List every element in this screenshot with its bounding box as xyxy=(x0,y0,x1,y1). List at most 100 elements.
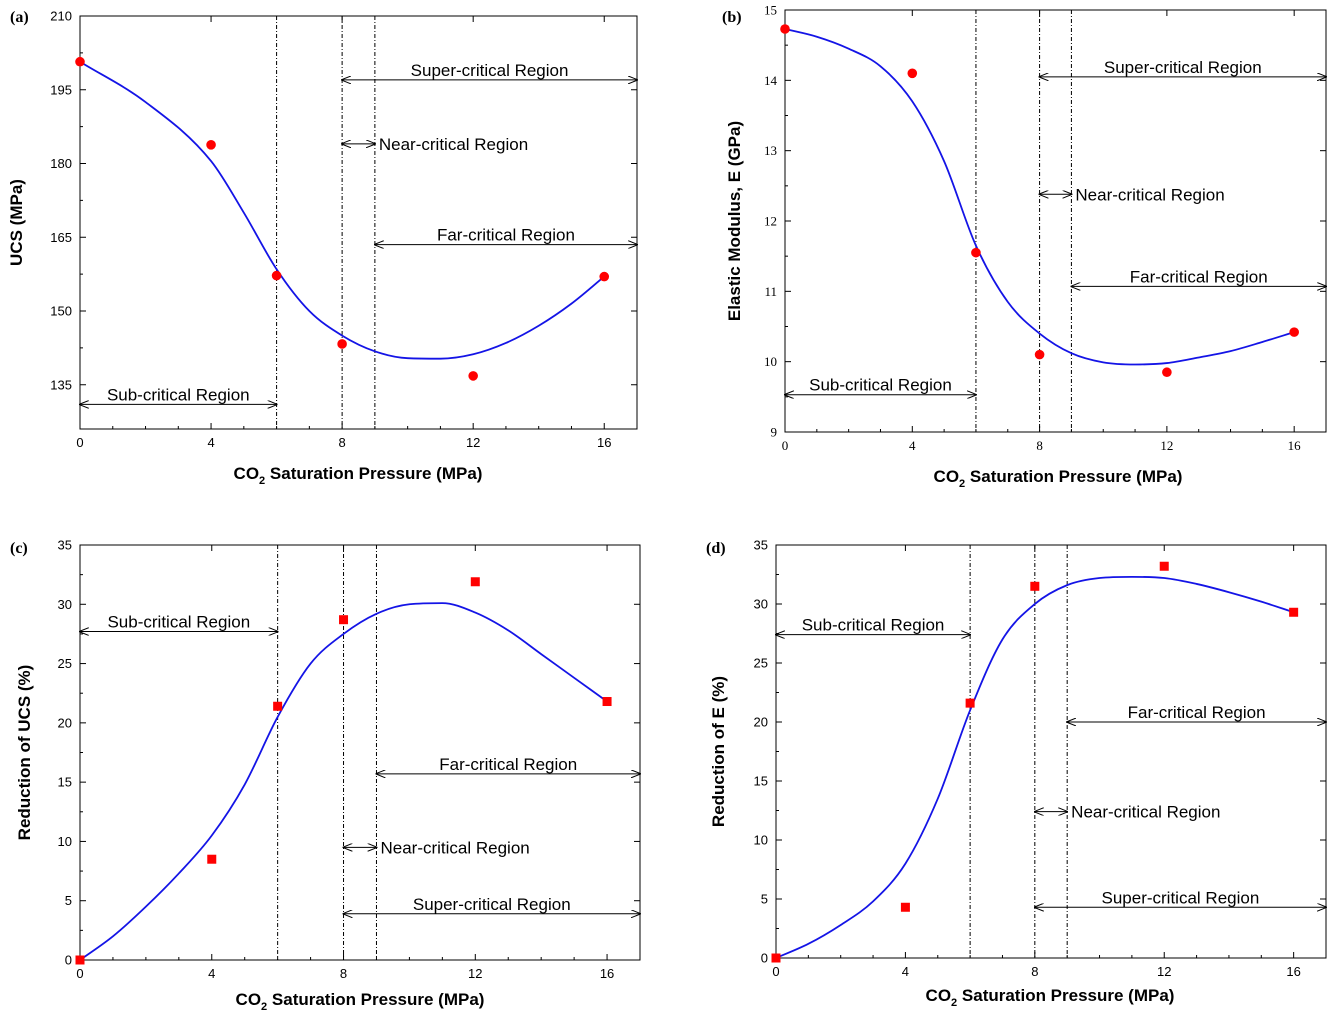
data-point xyxy=(599,271,610,282)
x-tick-label: 4 xyxy=(207,435,214,450)
fit-curve xyxy=(79,602,608,961)
y-tick-label: 5 xyxy=(761,892,768,907)
data-point xyxy=(900,902,910,912)
y-tick-label: 5 xyxy=(65,893,72,908)
x-axis-label: CO2 Saturation Pressure (MPa) xyxy=(934,467,1183,490)
panel-label: (a) xyxy=(10,9,29,26)
panel-a: 0 4 8 12 16 135 150 165 180 195 210 Super-critical … xyxy=(7,9,638,487)
x-tick-label: 8 xyxy=(1036,438,1043,453)
data-point xyxy=(1034,349,1045,360)
x-axis-label: CO2 Saturation Pressure (MPa) xyxy=(234,464,483,487)
data-point xyxy=(965,698,975,708)
y-tick-label: 25 xyxy=(58,656,72,671)
data-point xyxy=(1289,327,1299,337)
y-tick-label: 135 xyxy=(50,377,72,392)
x-axis-label: CO2 Saturation Pressure (MPa) xyxy=(236,990,485,1013)
region-label: Far-critical Region xyxy=(1130,267,1268,286)
y-tick-label: 210 xyxy=(50,9,72,24)
x-axis-label-part: Saturation Pressure (MPa) xyxy=(965,467,1182,486)
y-tick-label: 20 xyxy=(58,715,72,730)
x-axis-label-part: CO xyxy=(934,467,960,486)
panel-b: 0 4 8 12 16 9 10 11 12 13 14 15 Super-critical Regio… xyxy=(722,3,1326,490)
y-tick-label: 165 xyxy=(50,230,72,245)
y-tick-label: 13 xyxy=(764,143,777,158)
region-label: Near-critical Region xyxy=(379,135,528,154)
y-tick-label: 11 xyxy=(764,284,777,299)
y-axis-label: Elastic Modulus, E (GPa) xyxy=(725,121,744,321)
x-axis-label-subscript: 2 xyxy=(259,475,265,487)
x-tick-label: 12 xyxy=(468,966,482,981)
data-point xyxy=(907,68,918,79)
y-tick-label: 35 xyxy=(754,538,768,553)
y-tick-label: 14 xyxy=(764,73,778,88)
region-label: Sub-critical Region xyxy=(107,385,250,404)
y-tick-label: 30 xyxy=(754,597,768,612)
region-label: Sub-critical Region xyxy=(107,613,250,632)
panel-label: (b) xyxy=(722,9,742,26)
panel-label: (d) xyxy=(706,540,726,557)
y-tick-label: 15 xyxy=(754,774,768,789)
fit-curve xyxy=(775,575,1294,959)
data-point xyxy=(1289,607,1299,617)
data-point xyxy=(468,371,478,381)
fit-curve xyxy=(784,28,1295,366)
y-tick-label: 25 xyxy=(754,656,768,671)
data-point xyxy=(1162,367,1172,378)
x-tick-label: 4 xyxy=(208,966,215,981)
x-tick-label: 12 xyxy=(1160,438,1173,453)
x-axis-label-part: CO xyxy=(926,986,952,1005)
y-tick-label: 0 xyxy=(761,951,768,966)
data-point xyxy=(971,247,981,258)
x-tick-label: 8 xyxy=(1031,964,1038,979)
x-tick-label: 16 xyxy=(597,435,611,450)
data-point xyxy=(271,270,282,281)
x-axis-label-subscript: 2 xyxy=(951,997,957,1009)
x-tick-label: 16 xyxy=(1286,964,1300,979)
region-label: Super-critical Region xyxy=(1102,888,1260,907)
x-axis-label-subscript: 2 xyxy=(959,478,965,490)
x-axis-label-subscript: 2 xyxy=(261,1001,267,1013)
plot-frame xyxy=(79,15,638,430)
data-point xyxy=(771,953,781,963)
panel-d: 0 4 8 12 16 0 5 10 15 20 25 30 35 Sub-critical Region… xyxy=(706,538,1326,1009)
y-tick-label: 10 xyxy=(764,354,777,369)
y-tick-label: 35 xyxy=(58,538,72,553)
x-tick-label: 16 xyxy=(600,966,614,981)
data-point xyxy=(1030,581,1040,591)
data-point xyxy=(602,697,612,707)
region-label: Near-critical Region xyxy=(380,838,529,857)
data-point xyxy=(75,56,85,67)
y-axis-label: UCS (MPa) xyxy=(7,179,26,266)
data-point xyxy=(339,615,349,625)
x-tick-label: 8 xyxy=(339,435,346,450)
x-tick-label: 0 xyxy=(76,966,83,981)
region-label: Far-critical Region xyxy=(439,755,577,774)
data-point xyxy=(337,339,347,349)
x-tick-label: 0 xyxy=(772,964,779,979)
x-axis-label: CO2 Saturation Pressure (MPa) xyxy=(926,986,1175,1009)
y-tick-label: 20 xyxy=(754,715,768,730)
y-tick-label: 9 xyxy=(771,425,778,440)
y-tick-label: 15 xyxy=(764,3,777,18)
x-tick-label: 0 xyxy=(76,435,83,450)
data-point xyxy=(470,577,480,587)
region-label: Sub-critical Region xyxy=(809,376,952,395)
data-point xyxy=(75,955,85,965)
x-tick-label: 8 xyxy=(340,966,347,981)
y-tick-label: 10 xyxy=(58,834,72,849)
x-tick-label: 4 xyxy=(902,964,909,979)
y-tick-label: 180 xyxy=(50,156,72,171)
panel-c: 0 4 8 12 16 0 5 10 15 20 25 30 35 Sub-critical Region… xyxy=(10,538,640,1013)
x-tick-label: 0 xyxy=(782,438,789,453)
x-axis-label-part: Saturation Pressure (MPa) xyxy=(265,464,482,483)
x-axis-label-part: Saturation Pressure (MPa) xyxy=(957,986,1174,1005)
x-axis-label-part: Saturation Pressure (MPa) xyxy=(267,990,484,1009)
y-axis-label: Reduction of E (%) xyxy=(709,676,728,827)
y-tick-label: 195 xyxy=(50,82,72,97)
region-label: Super-critical Region xyxy=(413,895,571,914)
panel-label: (c) xyxy=(10,540,28,557)
y-tick-label: 0 xyxy=(65,953,72,968)
region-label: Super-critical Region xyxy=(1104,58,1262,77)
data-point xyxy=(273,701,283,711)
